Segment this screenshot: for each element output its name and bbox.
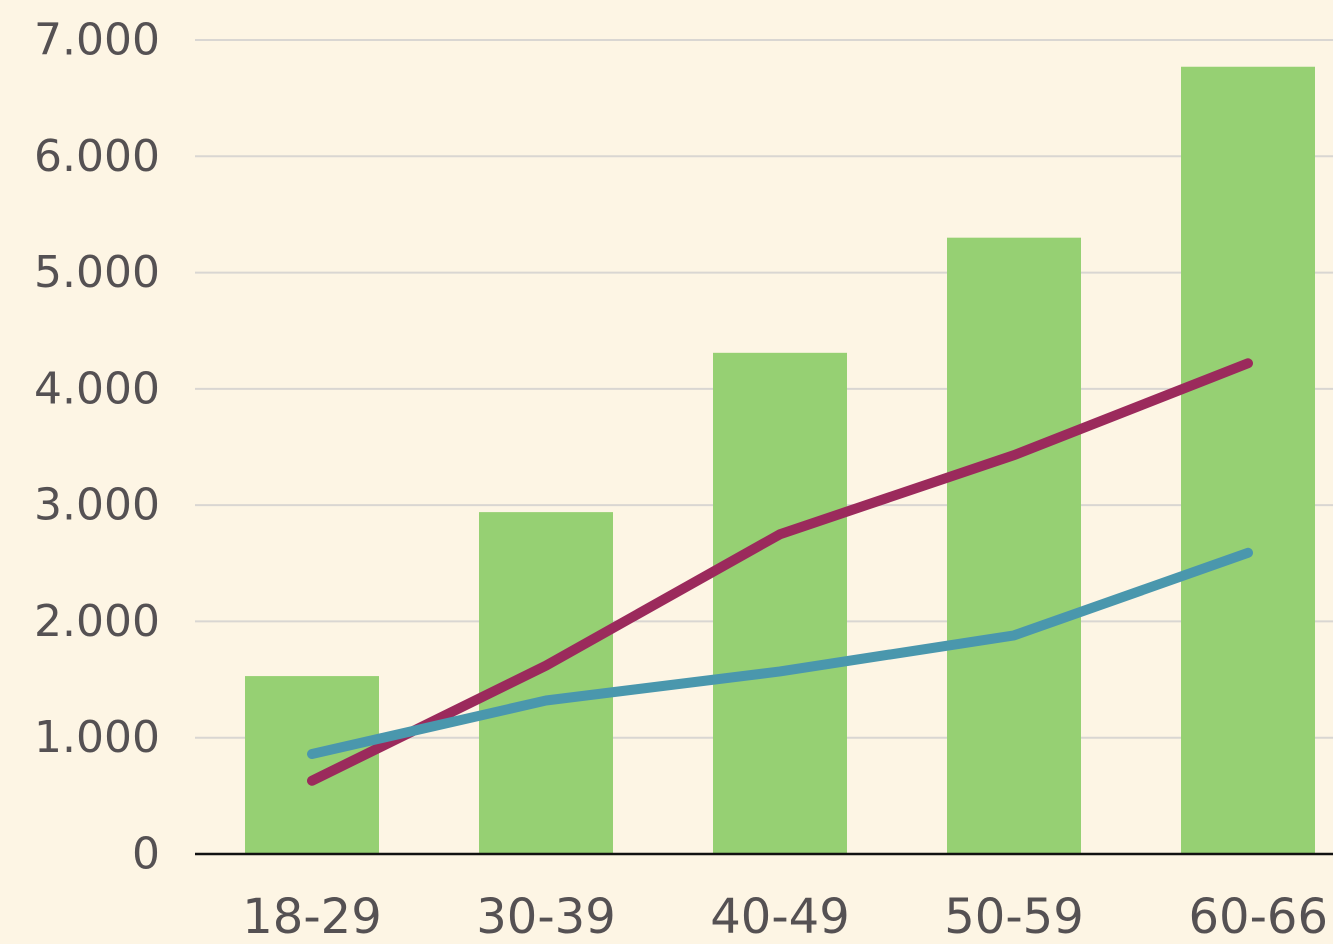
y-tick-label: 1.000 (34, 712, 160, 763)
bar-series (245, 66, 1315, 854)
x-tick-label: 50-59 (944, 889, 1083, 944)
line-series-group (307, 358, 1253, 786)
y-tick-label: 5.000 (34, 247, 160, 298)
bar (245, 676, 379, 854)
line-series (307, 547, 1253, 759)
x-tick-label: 30-39 (476, 889, 615, 944)
bar (947, 237, 1081, 854)
y-tick-label: 0 (132, 829, 160, 880)
x-tick-label: 18-29 (242, 889, 381, 944)
y-tick-label: 4.000 (34, 363, 160, 414)
x-axis-tick-labels: 18-29 30-39 40-49 50-59 60-66 (242, 889, 1328, 944)
bar (479, 512, 613, 854)
bar (1181, 66, 1315, 854)
bar (713, 352, 847, 854)
y-tick-label: 2.000 (34, 596, 160, 647)
y-tick-label: 3.000 (34, 480, 160, 531)
x-tick-label: 60-66 (1189, 889, 1328, 944)
y-axis-tick-labels: 0 1.000 2.000 3.000 4.000 5.000 6.000 7.000 (34, 15, 160, 880)
y-tick-label: 6.000 (34, 131, 160, 182)
y-tick-label: 7.000 (34, 15, 160, 66)
line-series (307, 358, 1253, 786)
x-tick-label: 40-49 (710, 889, 849, 944)
